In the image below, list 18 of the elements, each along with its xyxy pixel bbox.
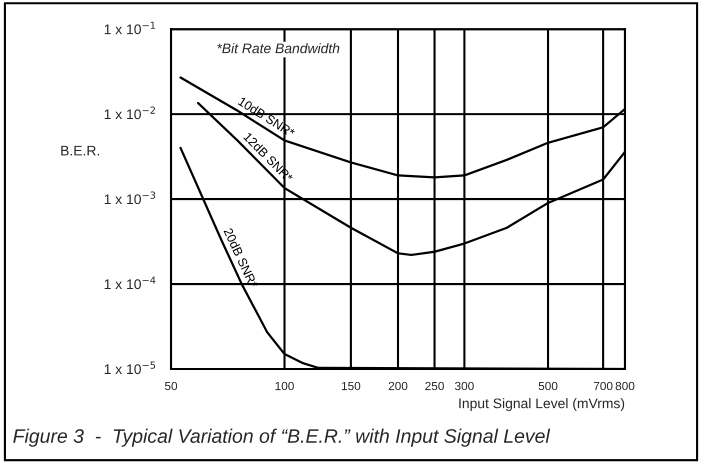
x-tick-label: 150: [342, 382, 360, 390]
x-tick-label: 800: [616, 382, 634, 390]
y-tick-label: 1 x 10$^{−5}$: [104, 362, 156, 374]
y-tick-label: 1 x 10$^{−4}$: [104, 276, 156, 290]
y-axis-title: B.E.R.: [61, 146, 100, 156]
x-axis-title: Input Signal Level (mVrms): [459, 398, 624, 412]
y-tick-label: 1 x 10$^{−3}$: [104, 191, 156, 204]
x-tick-label: 100: [276, 382, 294, 390]
x-tick-label: 50: [164, 382, 178, 390]
y-tick-label: 1 x 10$^{−2}$: [104, 106, 155, 120]
x-tick-label: 500: [538, 382, 558, 390]
x-tick-label: 200: [388, 382, 408, 390]
x-tick-label: 700: [594, 382, 613, 390]
x-tick-label: 300: [454, 382, 474, 390]
x-tick-label: 250: [425, 382, 444, 390]
y-tick-label: 1 x 10$^{−1}$: [104, 22, 156, 34]
annotation: *Bit Rate Bandwidth: [217, 43, 340, 54]
text: Figure 3 - Typical Variation of “B.E.R.” with Input Signal Level: [13, 428, 550, 447]
